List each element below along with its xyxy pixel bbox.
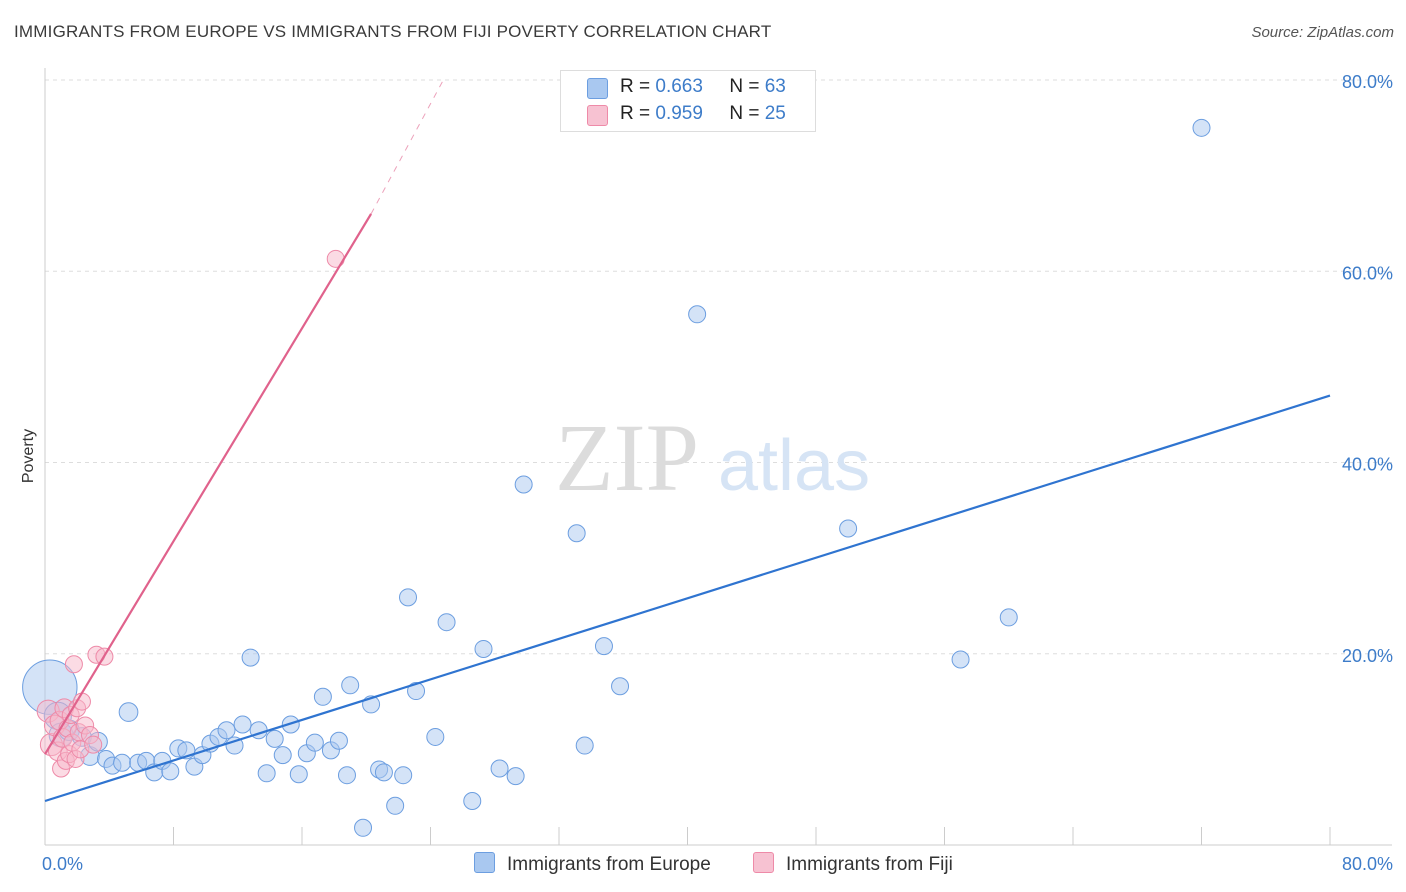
watermark-zip: ZIP — [555, 404, 699, 511]
trend-line-fiji-extension — [370, 79, 444, 215]
europe-point-54 — [567, 524, 586, 543]
fiji-point-24 — [326, 249, 345, 268]
y-tick-label-40: 40.0% — [1342, 455, 1393, 475]
legend-fiji-n-label: N = — [729, 103, 765, 124]
watermark: ZIP atlas — [555, 404, 870, 511]
europe-point-56 — [594, 637, 613, 656]
x-tick-label-min: 0.0% — [42, 854, 83, 874]
legend-europe-n-value: 63 — [764, 76, 786, 97]
europe-point-22 — [217, 721, 236, 740]
y-tick-label-60: 60.0% — [1342, 263, 1393, 283]
europe-point-43 — [386, 796, 405, 815]
trend-line-europe — [44, 394, 1331, 803]
tick-labels: 20.0% 40.0% 60.0% 80.0% 0.0% 80.0% — [42, 72, 1393, 874]
source-label: Source: ZipAtlas.com — [1251, 24, 1394, 41]
trend-lines — [44, 79, 1331, 803]
europe-point-60 — [951, 650, 970, 669]
legend-swatch-fiji — [587, 105, 608, 126]
legend-europe-n-label: N = — [729, 76, 765, 97]
europe-point-42 — [374, 763, 393, 782]
europe-point-57 — [611, 677, 630, 696]
europe-point-46 — [407, 682, 426, 701]
legend-europe-r-label: R = — [620, 76, 656, 97]
grid-lines — [45, 79, 1392, 655]
europe-point-52 — [506, 767, 525, 786]
bottom-legend-fiji: Immigrants from Fiji — [753, 852, 953, 876]
europe-point-51 — [490, 759, 509, 778]
europe-point-49 — [463, 792, 482, 811]
europe-point-33 — [305, 733, 324, 752]
europe-point-55 — [575, 736, 594, 755]
europe-point-44 — [394, 766, 413, 785]
europe-point-27 — [257, 764, 276, 783]
bottom-legend-swatch-fiji — [753, 852, 774, 873]
bottom-legend-label-fiji: Immigrants from Fiji — [786, 854, 953, 875]
bottom-legend-label-europe: Immigrants from Europe — [507, 854, 711, 875]
europe-point-50 — [474, 639, 493, 658]
x-tick-label-max: 80.0% — [1342, 854, 1393, 874]
europe-point-59 — [839, 519, 858, 538]
europe-point-9 — [113, 753, 132, 772]
europe-point-38 — [341, 676, 360, 695]
europe-point-34 — [313, 687, 332, 706]
europe-point-15 — [161, 762, 180, 781]
europe-point-31 — [289, 765, 308, 784]
europe-point-53 — [514, 475, 533, 494]
europe-point-39 — [354, 818, 373, 837]
fiji-point-13 — [64, 655, 83, 674]
europe-point-61 — [999, 608, 1018, 627]
europe-point-58 — [688, 305, 707, 324]
europe-point-45 — [399, 588, 418, 607]
europe-point-62 — [1192, 118, 1211, 137]
europe-point-37 — [337, 766, 356, 785]
series-fiji-points — [36, 249, 345, 778]
legend-europe-r-value: 0.663 — [655, 76, 703, 97]
bottom-legend-swatch-europe — [474, 852, 495, 873]
europe-point-24 — [233, 715, 252, 734]
y-axis-label: Poverty — [20, 429, 37, 483]
bottom-legend-europe: Immigrants from Europe — [474, 852, 711, 876]
europe-point-29 — [273, 746, 292, 765]
europe-point-25 — [241, 648, 260, 667]
y-tick-label-20: 20.0% — [1342, 646, 1393, 666]
europe-point-28 — [265, 729, 284, 748]
legend-fiji-r-label: R = — [620, 103, 656, 124]
legend-fiji-n-value: 25 — [764, 103, 786, 124]
chart-title: IMMIGRANTS FROM EUROPE VS IMMIGRANTS FRO… — [14, 22, 772, 41]
y-tick-label-80: 80.0% — [1342, 72, 1393, 92]
europe-point-48 — [437, 613, 456, 632]
europe-point-23 — [225, 736, 244, 755]
europe-point-10 — [118, 702, 139, 722]
legend-swatch-europe — [587, 78, 608, 99]
europe-point-36 — [329, 731, 348, 750]
trend-line-fiji — [44, 213, 373, 755]
europe-point-47 — [426, 727, 445, 746]
fiji-point-21 — [84, 735, 103, 754]
watermark-atlas: atlas — [718, 426, 870, 506]
legend-fiji-r-value: 0.959 — [655, 103, 703, 124]
correlation-legend: R = 0.663 N = 63 R = 0.959 N = 25 — [560, 70, 816, 132]
